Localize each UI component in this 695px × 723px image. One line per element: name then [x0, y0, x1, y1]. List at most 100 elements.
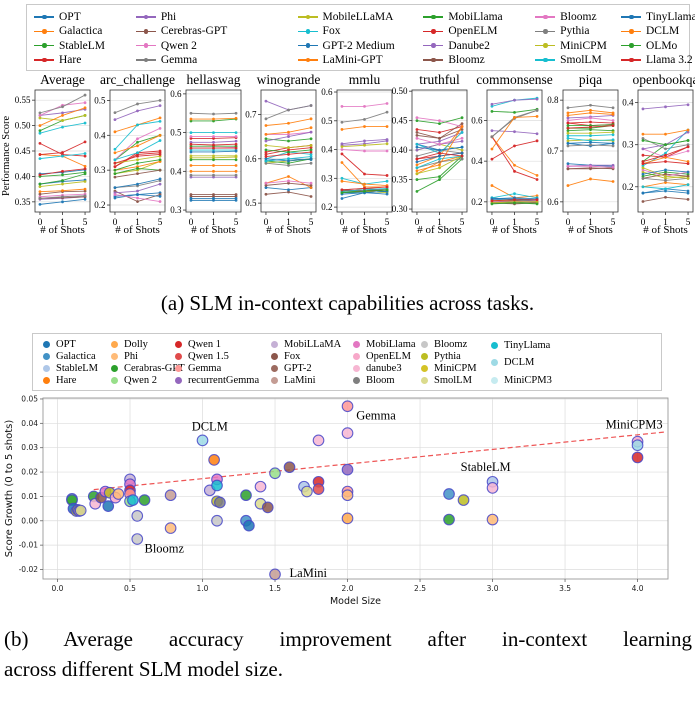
legend-label: Gemma: [160, 53, 198, 66]
legend-entry-mobilellama: MobileLLaMA: [297, 10, 424, 24]
legend-entry-hare: Hare: [40, 375, 108, 387]
legend-label: LaMini-GPT: [322, 53, 383, 66]
legend-marker-icon: [535, 29, 556, 34]
line-chart-panels: 0.35 0.40 0.45 0.50 0.55 0 1 5 # of Shots Average…: [15, 72, 695, 236]
svg-text:0.2: 0.2: [622, 182, 633, 192]
legend-entry-bloomz: Bloomz: [423, 53, 535, 67]
svg-text:1: 1: [437, 218, 442, 228]
legend-entry-dclm: DCLM: [621, 24, 689, 38]
legend-label: Llama 3.2: [646, 53, 693, 66]
legend-marker-icon: [421, 377, 428, 385]
svg-text:0.04: 0.04: [21, 419, 38, 428]
legend-label: Bloomz: [448, 53, 485, 66]
legend-column: TinyLlama DCLM OLMo Llama 3.2: [621, 10, 695, 67]
svg-text:5: 5: [610, 218, 615, 228]
legend-entry-phi: Phi: [135, 10, 298, 24]
svg-text:0.45: 0.45: [15, 146, 31, 156]
legend-label: Galactica: [59, 25, 103, 38]
legend-label: DCLM: [504, 357, 535, 368]
legend-marker-icon: [111, 365, 118, 373]
legend-entry-mobillama: MobiLlama: [423, 10, 535, 24]
panel-piqa: 0.6 0.7 0.8 0 1 5# of Shots piqa: [547, 72, 619, 236]
svg-text:# of Shots: # of Shots: [568, 224, 613, 236]
legend-entry-danube2: Danube2: [423, 39, 535, 53]
legend-entry-gemma: Gemma: [172, 363, 268, 375]
legend-marker-icon: [353, 352, 360, 360]
svg-text:2.0: 2.0: [342, 584, 354, 593]
legend-marker-icon: [43, 365, 50, 373]
legend-marker-icon: [43, 377, 50, 385]
caption-a: (a) SLM in-context capabilities across t…: [160, 291, 535, 315]
legend-marker-icon: [621, 14, 641, 20]
legend-entry-bloomz: Bloomz: [418, 338, 488, 350]
legend-label: Pythia: [560, 25, 590, 38]
scatter-annotation-dclm: DCLM: [192, 420, 228, 434]
legend-marker-icon: [135, 57, 156, 63]
svg-text:# of Shots: # of Shots: [266, 224, 311, 236]
svg-text:4.0: 4.0: [632, 584, 644, 593]
svg-text:0: 0: [339, 218, 344, 228]
svg-text:3.5: 3.5: [559, 584, 571, 593]
legend-entry-qwen-1-5: Qwen 1.5: [172, 350, 268, 362]
svg-text:5: 5: [460, 218, 465, 228]
legend-marker-icon: [423, 29, 444, 34]
svg-text:0.50: 0.50: [392, 86, 408, 96]
legend-entry-olmo: OLMo: [621, 39, 689, 53]
svg-text:0.2: 0.2: [95, 200, 106, 210]
legend-marker-icon: [421, 365, 428, 373]
svg-text:0.2: 0.2: [472, 197, 483, 207]
legend-entry-openelm: OpenELM: [350, 350, 418, 362]
legend-label: danube3: [366, 363, 402, 375]
legend-marker-icon: [353, 377, 360, 385]
legend-marker-icon: [423, 57, 444, 63]
legend-entry-mobillama: MobiLLaMA: [268, 338, 350, 350]
svg-text:1.0: 1.0: [197, 584, 209, 593]
svg-text:0.4: 0.4: [170, 166, 182, 176]
svg-text:0.50: 0.50: [15, 121, 31, 131]
scatter-annotation-lamini: LaMini: [290, 566, 328, 580]
legend-entry-phi: Phi: [108, 350, 172, 362]
legend-entry-smollm: SmolLM: [418, 375, 488, 387]
legend-marker-icon: [297, 14, 318, 20]
legend-label: OpenELM: [366, 350, 411, 362]
legend-marker-icon: [491, 341, 498, 349]
svg-text:0.4: 0.4: [472, 156, 484, 166]
svg-text:piqa: piqa: [579, 72, 602, 87]
legend-column: TinyLlama DCLM MiniCPM3: [488, 338, 658, 387]
legend-marker-icon: [297, 57, 318, 63]
svg-text:0.4: 0.4: [95, 130, 107, 140]
legend-entry-dolly: Dolly: [108, 338, 172, 350]
legend-marker-icon: [535, 57, 556, 63]
legend-entry-opt: OPT: [34, 10, 136, 24]
legend-entry-hare: Hare: [34, 53, 136, 67]
svg-text:0.6: 0.6: [245, 154, 257, 164]
svg-text:0.2: 0.2: [321, 202, 332, 212]
svg-text:# of Shots: # of Shots: [191, 224, 236, 236]
panel-openbookqa: 0.2 0.3 0.4 0 1 5# of Shots openbookqa: [622, 72, 695, 236]
legend-label: Cerebras-GPT: [160, 25, 228, 38]
legend-marker-icon: [135, 29, 156, 34]
svg-text:0.3: 0.3: [170, 205, 182, 215]
legend-label: MobiLlama: [448, 11, 503, 23]
svg-text:# of Shots: # of Shots: [643, 224, 688, 236]
legend-label: Fox: [322, 25, 341, 38]
legend-label: Qwen 1: [188, 338, 221, 350]
legend-entry-gpt-2-medium: GPT-2 Medium: [297, 39, 424, 53]
svg-text:0.03: 0.03: [21, 443, 38, 452]
legend-label: Cerabras-GPT: [124, 363, 185, 375]
svg-text:0: 0: [264, 218, 269, 228]
svg-text:1: 1: [512, 218, 517, 228]
legend-entry-gemma: Gemma: [135, 53, 298, 67]
svg-text:# of Shots: # of Shots: [493, 224, 538, 236]
legend-marker-icon: [421, 340, 428, 348]
legend-label: Qwen 1.5: [188, 350, 229, 362]
svg-text:0: 0: [415, 218, 420, 228]
legend-label: Hare: [59, 53, 82, 66]
legend-column: Qwen 1 Qwen 1.5 Gemma recurrentGemma: [172, 338, 268, 387]
legend-entry-qwen-2: Qwen 2: [108, 375, 172, 387]
caption-b: (b) Average accuracy improvement after i…: [4, 624, 692, 684]
legend-label: GPT-2: [284, 363, 312, 375]
legend-marker-icon: [175, 340, 182, 348]
legend-entry-dclm: DCLM: [488, 356, 658, 370]
svg-text:-0.02: -0.02: [19, 565, 39, 574]
